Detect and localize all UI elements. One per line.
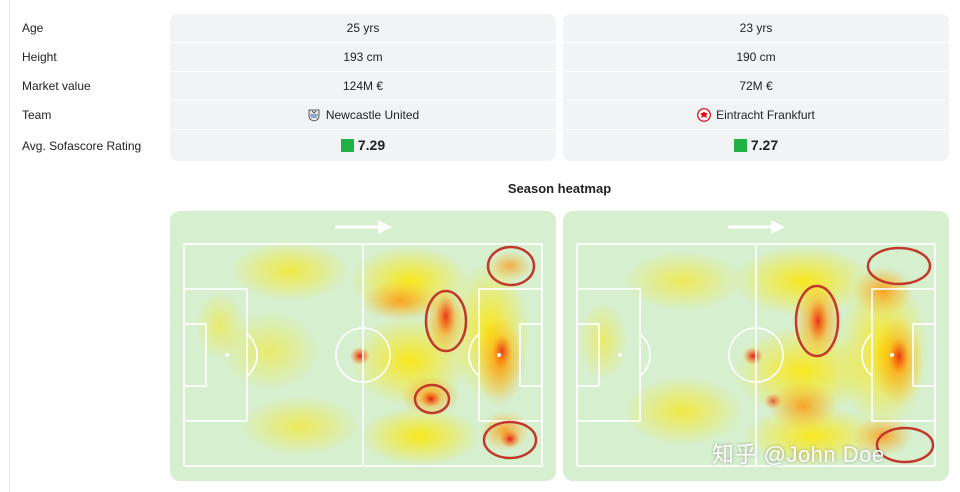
arrow-right-icon <box>335 220 392 234</box>
highlight-circles <box>794 246 935 464</box>
newcastle-crest-icon <box>308 109 320 122</box>
rating-indicator-icon <box>340 138 354 152</box>
highlight-circles <box>413 245 538 460</box>
label-height: Height <box>22 50 57 64</box>
heat-density <box>195 241 532 466</box>
player-a-stats: 25 yrs 193 cm 124M € Newcastle United 7.… <box>170 14 556 162</box>
arrow-right-icon <box>728 220 785 234</box>
player-b-heatmap <box>563 211 949 481</box>
player-b-height: 190 cm <box>563 43 949 71</box>
player-b-age: 23 yrs <box>563 14 949 42</box>
player-a-market-value: 124M € <box>170 72 556 100</box>
rating-indicator-icon <box>733 138 747 152</box>
label-rating: Avg. Sofascore Rating <box>22 139 142 153</box>
attribute-labels: Age Height Market value Team Avg. Sofasc… <box>22 14 162 162</box>
player-a-age: 25 yrs <box>170 14 556 42</box>
pitch-lines <box>183 243 543 467</box>
player-a-rating-value: 7.29 <box>357 137 386 153</box>
label-age: Age <box>22 21 44 35</box>
player-b-team[interactable]: Eintracht Frankfurt <box>563 101 949 129</box>
label-market-value: Market value <box>22 79 91 93</box>
player-a-team[interactable]: Newcastle United <box>170 101 556 129</box>
pitch-lines <box>576 243 936 467</box>
player-a-rating: 7.29 <box>170 130 556 161</box>
heat-density <box>578 246 928 466</box>
player-b-stats: 23 yrs 190 cm 72M € Eintracht Frankfurt … <box>563 14 949 162</box>
heatmap-section-title: Season heatmap <box>507 181 612 196</box>
left-divider <box>9 0 10 492</box>
watermark: 知乎 @John Doe <box>712 442 885 467</box>
label-team: Team <box>22 108 52 122</box>
player-b-market-value: 72M € <box>563 72 949 100</box>
player-a-team-name: Newcastle United <box>325 108 420 122</box>
player-a-height: 193 cm <box>170 43 556 71</box>
player-a-heatmap <box>170 211 556 481</box>
frankfurt-eagle-icon <box>697 107 712 122</box>
player-b-rating-value: 7.27 <box>750 137 779 153</box>
player-b-rating: 7.27 <box>563 130 949 161</box>
player-b-team-name: Eintracht Frankfurt <box>716 108 815 122</box>
